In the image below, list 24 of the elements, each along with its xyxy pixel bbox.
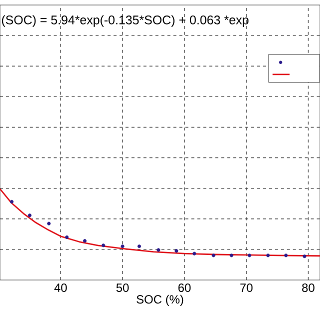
point — [192, 252, 196, 256]
point — [10, 200, 14, 204]
point — [102, 244, 106, 248]
point — [47, 222, 51, 226]
chart-title: (SOC) = 5.94*exp(-0.135*SOC) + 0.063 *exp — [2, 15, 248, 27]
point — [230, 254, 234, 258]
point — [248, 254, 252, 258]
x-tick-label: 40 — [54, 284, 67, 292]
point — [137, 244, 142, 248]
point — [284, 254, 288, 258]
x-tick-label: 50 — [116, 284, 129, 292]
point — [120, 244, 124, 248]
point — [212, 254, 216, 258]
point — [266, 254, 270, 258]
x-tick-label: 70 — [240, 284, 253, 292]
point — [156, 248, 160, 252]
x-tick-label: 80 — [302, 284, 314, 292]
point — [28, 214, 32, 218]
x-tick-label: 60 — [178, 284, 191, 292]
point — [83, 239, 87, 243]
point — [65, 235, 69, 239]
x-axis-title: SOC (%) — [136, 294, 184, 306]
point — [174, 249, 178, 253]
point — [302, 254, 306, 258]
